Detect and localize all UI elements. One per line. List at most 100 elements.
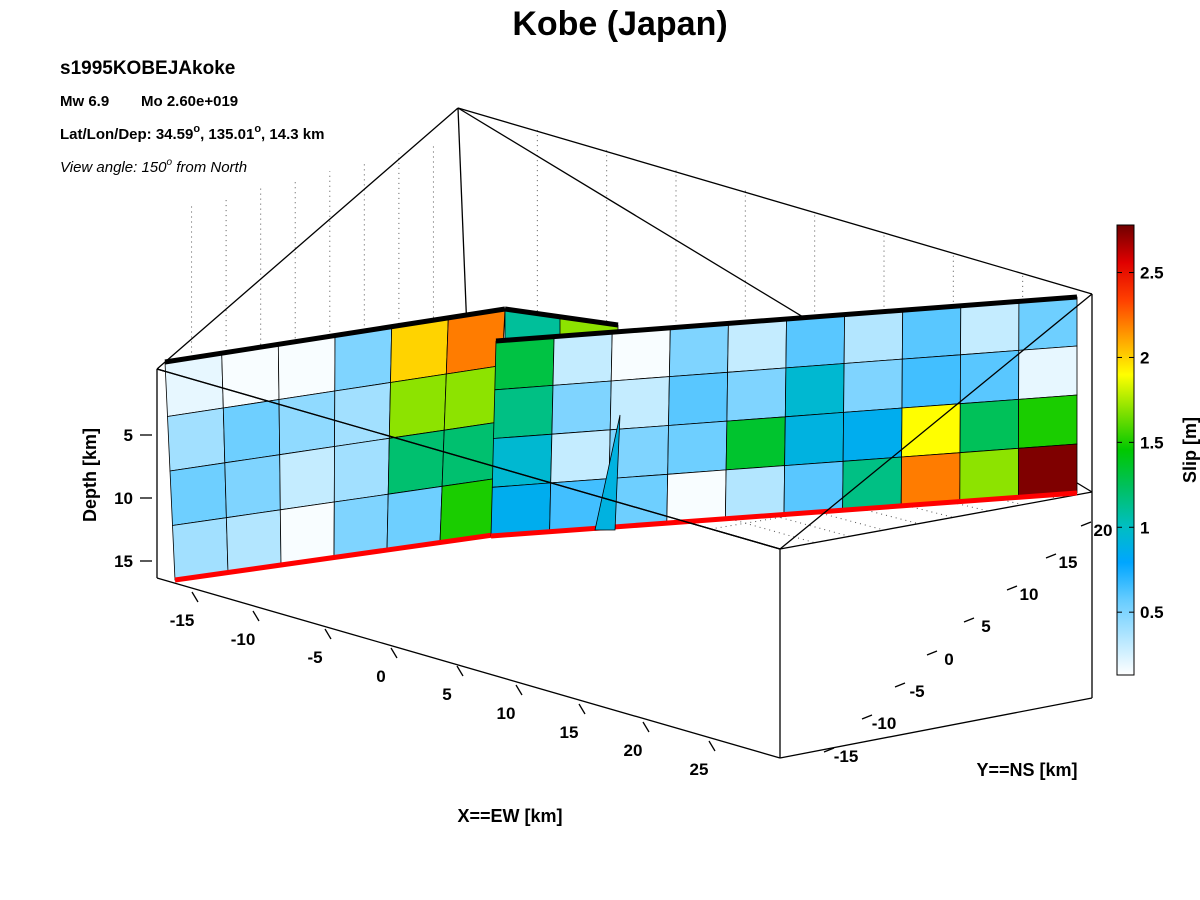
slip-patch: [959, 447, 1019, 503]
slip-patch: [1018, 394, 1078, 449]
y-tick-label: 20: [1094, 521, 1113, 540]
slip-patch: [279, 446, 335, 511]
x-tick-mark: [191, 591, 199, 603]
view-suffix: from North: [172, 159, 247, 176]
mo-label: Mo 2.60e+019: [141, 93, 238, 110]
x-tick-label: 10: [497, 704, 516, 723]
x-tick-label: 25: [690, 760, 709, 779]
y-tick-mark: [963, 617, 975, 623]
slip-patch: [785, 314, 846, 369]
slip-patch: [959, 398, 1020, 454]
colorbar-label: Slip [m]: [1180, 417, 1200, 483]
x-tick-mark: [515, 684, 523, 696]
slip-patch: [491, 433, 553, 488]
x-tick-mark: [642, 721, 650, 733]
lat-degree: o: [193, 123, 200, 135]
y-tick-label: 0: [944, 650, 953, 669]
slip-patch: [668, 371, 729, 426]
slip-patch: [1018, 296, 1078, 351]
slip-patch: [783, 460, 844, 515]
slip-patch: [439, 478, 497, 543]
x-tick-mark: [324, 628, 332, 640]
slip-patch: [388, 373, 447, 439]
slip-patch: [784, 411, 845, 467]
box-edge: [156, 577, 781, 759]
y-tick-label: 5: [981, 617, 990, 636]
slip-patch: [610, 327, 671, 382]
slip-patch: [279, 501, 335, 566]
box-edge: [156, 107, 459, 370]
z-tick-label: 5: [124, 426, 133, 445]
y-tick-mark: [1080, 521, 1092, 527]
slip-patch: [222, 399, 281, 464]
y-axis-label: Y==NS [km]: [976, 760, 1077, 780]
axis-ticks: -15 -10 -5 0 5 10 15 20 25 -15 -10 -5 0 5 10 15 20 5 10 15: [114, 426, 1112, 779]
chart-title: Kobe (Japan): [512, 5, 727, 43]
x-tick-mark: [252, 610, 260, 622]
y-tick-mark: [1045, 553, 1057, 559]
z-tick-label: 15: [114, 552, 133, 571]
slip-patch: [225, 509, 282, 573]
slip-patch: [550, 429, 611, 484]
lon-degree: o: [254, 123, 261, 135]
slip-patch: [724, 465, 786, 520]
y-tick-label: 15: [1059, 553, 1078, 572]
y-tick-mark: [823, 747, 835, 753]
plot-box-front-edges: [156, 107, 1093, 759]
slip-patch: [387, 429, 445, 495]
slip-patch: [490, 482, 552, 537]
x-tick-label: 20: [624, 741, 643, 760]
slip-patch: [960, 300, 1020, 356]
view-angle-label: View angle: 150o from North: [60, 157, 247, 176]
box-edge: [156, 368, 781, 550]
colorbar: [1116, 224, 1135, 676]
colorbar-tick-label: 0.5: [1140, 603, 1164, 622]
slip-patch: [725, 416, 786, 471]
x-tick-label: -10: [231, 630, 256, 649]
slip-patch: [727, 318, 787, 373]
x-tick-mark: [390, 647, 398, 659]
z-tick-label: 10: [114, 489, 133, 508]
y-tick-mark: [1006, 585, 1018, 591]
x-tick-label: 15: [560, 723, 579, 742]
fault-segment-1: [164, 306, 506, 583]
box-edge: [779, 491, 1093, 550]
y-tick-label: -10: [872, 714, 897, 733]
y-tick-label: 10: [1020, 585, 1039, 604]
x-tick-label: -5: [307, 648, 322, 667]
slip-patch: [901, 403, 961, 458]
x-tick-label: 5: [442, 685, 451, 704]
latlon-prefix: Lat/Lon/Dep: 34.59: [60, 126, 193, 143]
slip-patch: [726, 367, 787, 422]
event-id: s1995KOBEJAkoke: [60, 58, 235, 79]
view-degree: o: [166, 157, 172, 168]
y-tick-label: -15: [834, 747, 859, 766]
slip-patch: [172, 517, 229, 581]
x-axis-label: X==EW [km]: [457, 806, 562, 826]
slip-patch: [494, 336, 555, 391]
slip-patch: [668, 322, 729, 378]
y-tick-mark: [926, 650, 938, 656]
fault-slip-surface: [164, 294, 1078, 583]
slip-patch: [666, 469, 727, 524]
slip-patch: [1017, 443, 1078, 498]
slip-patch: [333, 493, 389, 558]
slip-patch: [900, 452, 961, 507]
z-axis-label: Depth [km]: [80, 428, 100, 522]
slip-patch: [552, 331, 613, 386]
slip-patch: [1018, 345, 1078, 400]
colorbar-ticks: 0.5 1 1.5 2 2.5: [1117, 264, 1164, 622]
slip-patch: [443, 365, 503, 431]
box-edge: [457, 107, 1093, 295]
fault-bottom-edge: [174, 532, 494, 583]
colorbar-tick-label: 2: [1140, 348, 1149, 367]
slip-patch: [169, 462, 227, 526]
box-edge: [779, 697, 1093, 759]
slip-patch: [278, 390, 336, 456]
y-tick-mark: [861, 714, 873, 720]
latlon-mid: , 135.01: [200, 126, 254, 143]
slip-patch: [842, 407, 903, 462]
latlon-dep-label: Lat/Lon/Dep: 34.59o, 135.01o, 14.3 km: [60, 123, 324, 143]
slip-patch: [901, 354, 961, 409]
